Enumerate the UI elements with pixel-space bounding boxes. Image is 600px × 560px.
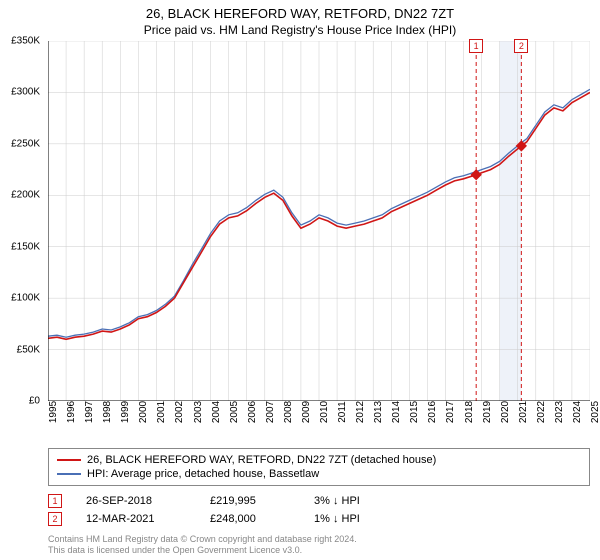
x-tick-label: 2024 xyxy=(572,401,583,423)
legend-label: HPI: Average price, detached house, Bass… xyxy=(87,468,319,480)
x-tick-label: 2022 xyxy=(536,401,547,423)
x-tick-label: 2004 xyxy=(211,401,222,423)
line-chart xyxy=(48,41,590,401)
footer-attribution: Contains HM Land Registry data © Crown c… xyxy=(48,534,357,556)
legend-item: 26, BLACK HEREFORD WAY, RETFORD, DN22 7Z… xyxy=(57,453,581,467)
transaction-price: £248,000 xyxy=(210,513,290,525)
x-tick-label: 2011 xyxy=(337,401,348,423)
x-tick-label: 2003 xyxy=(193,401,204,423)
x-tick-label: 2008 xyxy=(283,401,294,423)
transaction-marker: 2 xyxy=(48,512,62,526)
x-tick-label: 2016 xyxy=(427,401,438,423)
x-tick-label: 2017 xyxy=(445,401,456,423)
x-tick-label: 2021 xyxy=(518,401,529,423)
y-tick-label: £150K xyxy=(11,241,40,252)
x-tick-label: 2002 xyxy=(174,401,185,423)
x-tick-label: 1996 xyxy=(66,401,77,423)
x-tick-label: 2025 xyxy=(590,401,600,423)
x-tick-label: 2009 xyxy=(301,401,312,423)
legend-box: 26, BLACK HEREFORD WAY, RETFORD, DN22 7Z… xyxy=(48,448,590,486)
transaction-table: 1 26-SEP-2018 £219,995 3% ↓ HPI 2 12-MAR-2021… xyxy=(48,492,590,528)
footer-line-2: This data is licensed under the Open Gov… xyxy=(48,545,357,556)
x-tick-label: 2020 xyxy=(500,401,511,423)
x-tick-label: 2015 xyxy=(409,401,420,423)
y-tick-label: £250K xyxy=(11,138,40,149)
footer-line-1: Contains HM Land Registry data © Crown c… xyxy=(48,534,357,545)
chart-title: 26, BLACK HEREFORD WAY, RETFORD, DN22 7Z… xyxy=(0,0,600,21)
x-tick-label: 2013 xyxy=(373,401,384,423)
transaction-date: 26-SEP-2018 xyxy=(86,495,186,507)
x-tick-label: 1999 xyxy=(120,401,131,423)
y-tick-label: £50K xyxy=(17,344,40,355)
y-tick-label: £350K xyxy=(11,36,40,47)
x-tick-label: 2007 xyxy=(265,401,276,423)
transaction-change: 1% ↓ HPI xyxy=(314,513,360,525)
y-tick-label: £0 xyxy=(29,396,40,407)
y-tick-label: £100K xyxy=(11,293,40,304)
x-tick-label: 2006 xyxy=(247,401,258,423)
transaction-change: 3% ↓ HPI xyxy=(314,495,360,507)
legend-swatch xyxy=(57,473,81,475)
legend-item: HPI: Average price, detached house, Bass… xyxy=(57,467,581,481)
transaction-row: 2 12-MAR-2021 £248,000 1% ↓ HPI xyxy=(48,510,590,528)
x-tick-label: 2023 xyxy=(554,401,565,423)
x-tick-label: 1997 xyxy=(84,401,95,423)
x-tick-label: 2000 xyxy=(138,401,149,423)
chart-marker-callout: 1 xyxy=(469,39,483,53)
y-axis-labels: £0£50K£100K£150K£200K£250K£300K£350K xyxy=(0,41,44,401)
y-tick-label: £200K xyxy=(11,190,40,201)
chart-subtitle: Price paid vs. HM Land Registry's House … xyxy=(0,21,600,41)
y-tick-label: £300K xyxy=(11,87,40,98)
chart-marker-callout: 2 xyxy=(514,39,528,53)
x-tick-label: 2005 xyxy=(229,401,240,423)
x-tick-label: 1995 xyxy=(48,401,59,423)
x-axis-labels: 1995199619971998199920002001200220032004… xyxy=(48,408,590,448)
x-tick-label: 2019 xyxy=(482,401,493,423)
x-tick-label: 2014 xyxy=(391,401,402,423)
transaction-row: 1 26-SEP-2018 £219,995 3% ↓ HPI xyxy=(48,492,590,510)
x-tick-label: 2010 xyxy=(319,401,330,423)
x-tick-label: 2012 xyxy=(355,401,366,423)
transaction-price: £219,995 xyxy=(210,495,290,507)
chart-area: £0£50K£100K£150K£200K£250K£300K£350K 12 xyxy=(48,41,590,401)
x-tick-label: 2018 xyxy=(464,401,475,423)
legend-label: 26, BLACK HEREFORD WAY, RETFORD, DN22 7Z… xyxy=(87,454,436,466)
x-tick-label: 2001 xyxy=(156,401,167,423)
x-tick-label: 1998 xyxy=(102,401,113,423)
legend-swatch xyxy=(57,459,81,461)
transaction-marker: 1 xyxy=(48,494,62,508)
transaction-date: 12-MAR-2021 xyxy=(86,513,186,525)
